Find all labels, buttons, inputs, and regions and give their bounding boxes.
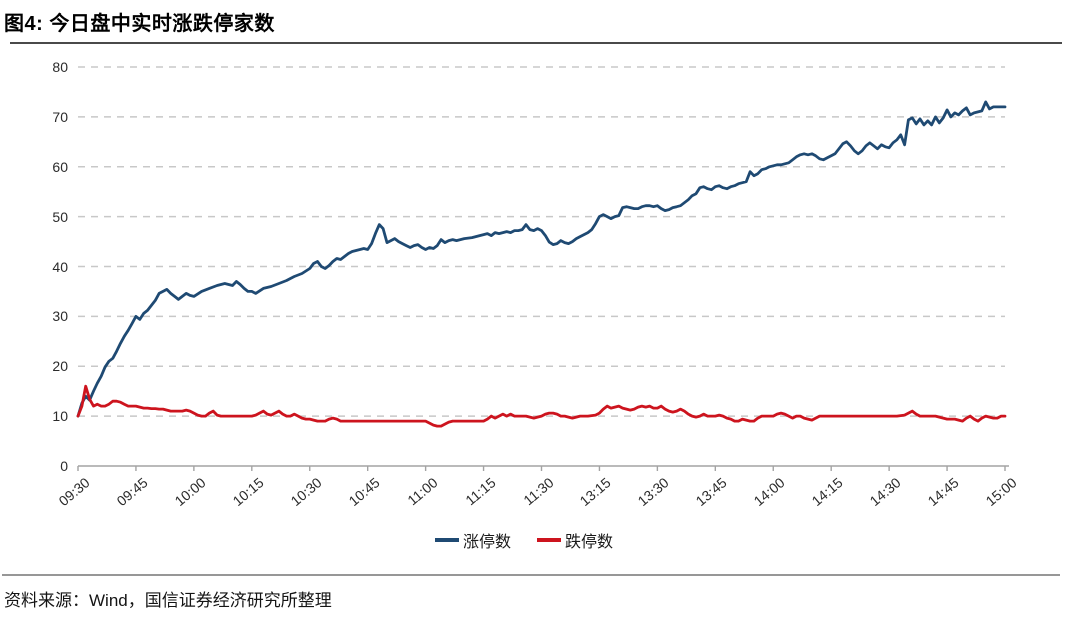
y-axis-tick-label: 20 xyxy=(52,358,68,375)
y-axis-tick-label: 50 xyxy=(52,208,68,225)
title-divider xyxy=(10,42,1062,44)
source-note: 资料来源：Wind，国信证券经济研究所整理 xyxy=(4,591,332,610)
y-axis-tick-label: 70 xyxy=(52,108,68,125)
y-axis-tick-label: 10 xyxy=(52,408,68,425)
legend-item-limit-down: 跌停数 xyxy=(537,528,613,552)
legend-label-limit-up: 涨停数 xyxy=(462,534,511,551)
series-line-跌停数 xyxy=(76,384,1007,428)
footer-divider xyxy=(2,574,1060,576)
legend: 涨停数 跌停数 xyxy=(0,528,1048,552)
y-axis-tick-label: 0 xyxy=(60,458,68,474)
limit-up-line-swatch-icon xyxy=(434,538,459,542)
series-line-涨停数 xyxy=(76,100,1007,418)
y-axis-tick-label: 40 xyxy=(52,258,68,275)
figure-title: 图4: 今日盘中实时涨跌停家数 xyxy=(4,13,275,35)
limit-down-line-swatch-icon xyxy=(537,538,561,542)
y-axis-tick-label: 60 xyxy=(52,158,68,175)
y-axis-tick-label: 80 xyxy=(52,59,68,75)
y-axis-tick-label: 30 xyxy=(52,308,68,325)
legend-label-limit-down: 跌停数 xyxy=(565,534,614,551)
legend-item-limit-up: 涨停数 xyxy=(434,528,511,552)
